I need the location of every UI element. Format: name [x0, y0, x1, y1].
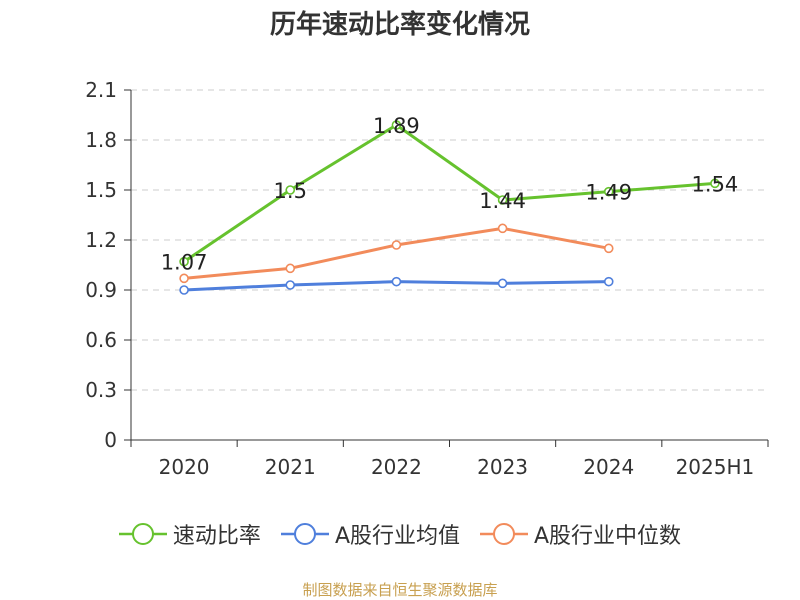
legend-label: 速动比率	[172, 524, 261, 549]
series-1-point	[391, 276, 402, 287]
series-0-point	[603, 186, 614, 197]
series-2-point	[497, 223, 508, 234]
series-2-point	[179, 273, 189, 284]
series-1-point	[603, 276, 614, 287]
legend-item[interactable]: 速动比率	[118, 518, 261, 550]
y-tick-label: 2.1	[85, 78, 117, 102]
legend-label: A股行业均值	[334, 524, 460, 549]
legend-swatch-icon	[118, 523, 167, 545]
data-label: 1.5	[274, 179, 307, 203]
source-note: 制图数据来自恒生聚源数据库	[302, 581, 498, 599]
data-label: 1.54	[692, 172, 739, 196]
series-1-point	[179, 285, 189, 295]
data-label-layer: 1.07 1.5 1.89 1.44 1.49 1.54	[161, 114, 739, 275]
x-tick-label: 2022	[371, 455, 422, 479]
legend-marker	[493, 523, 515, 545]
data-label: 1.49	[585, 181, 632, 205]
y-tick-label: 1.8	[85, 128, 117, 152]
y-tick-label: 0.9	[85, 278, 117, 302]
axis-layer: 0 0.3 0.6 0.9 1.2 1.5 1.8 2.1 2020 2021 2022 2023 20…	[85, 78, 769, 479]
series-layer	[179, 120, 720, 295]
x-tick-label: 2023	[477, 455, 528, 479]
series-0-point	[179, 256, 189, 267]
legend-marker	[293, 523, 316, 545]
legend-item[interactable]: A股行业中位数	[480, 518, 681, 550]
legend-marker	[131, 523, 154, 545]
legend: 速动比率 A股行业均值 A股行业中位数	[0, 518, 800, 550]
data-label: 1.89	[373, 114, 420, 138]
data-label: 1.44	[479, 189, 526, 213]
x-tick-label: 2025H1	[676, 455, 755, 479]
series-0-point	[391, 120, 402, 130]
legend-item[interactable]: A股行业均值	[280, 518, 460, 550]
series-2-point	[285, 263, 296, 274]
x-tick-label: 2021	[265, 455, 316, 479]
y-tick-label: 0.3	[85, 378, 117, 402]
x-tick-label: 2020	[159, 455, 210, 479]
series-0-point	[497, 195, 508, 205]
y-tick-label: 1.2	[85, 228, 117, 252]
series-1-point	[285, 280, 296, 290]
series-0-line	[183, 123, 716, 263]
legend-swatch-icon	[280, 523, 329, 545]
series-2-point	[603, 243, 614, 254]
y-tick-label: 0.6	[85, 328, 117, 352]
series-1-point	[497, 278, 508, 289]
y-tick-label: 0	[104, 428, 117, 452]
y-tick-label: 1.5	[85, 178, 117, 202]
legend-label: A股行业中位数	[534, 524, 682, 549]
legend-swatch-icon	[480, 523, 528, 545]
series-2-point	[391, 240, 402, 250]
chart-title: 历年速动比率变化情况	[269, 10, 530, 40]
series-0-point	[285, 185, 296, 195]
x-tick-label: 2024	[583, 455, 634, 479]
grid-layer	[131, 89, 768, 391]
data-label: 1.07	[161, 251, 208, 275]
series-2-line	[183, 226, 610, 280]
series-0-point	[710, 178, 720, 189]
